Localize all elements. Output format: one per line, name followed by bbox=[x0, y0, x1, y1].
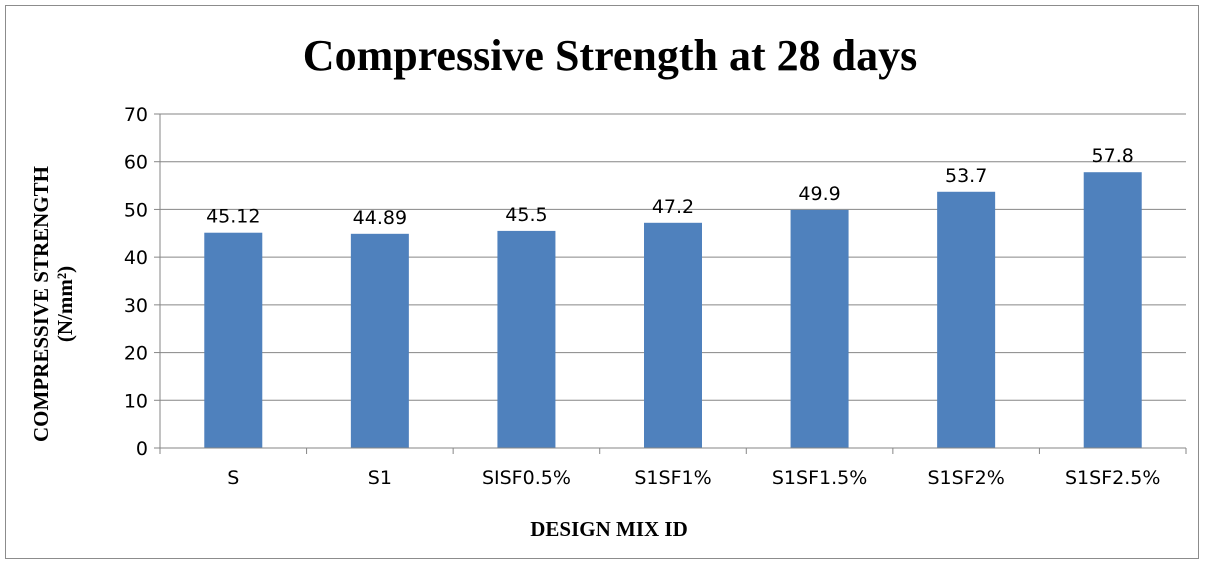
data-label: 44.89 bbox=[353, 207, 407, 229]
x-tick-label: S1SF2% bbox=[928, 467, 1005, 489]
y-tick-label: 20 bbox=[124, 343, 148, 365]
bar bbox=[790, 209, 849, 448]
x-tick-label: S1 bbox=[368, 467, 392, 489]
data-label: 45.12 bbox=[206, 206, 260, 228]
y-tick-label: 0 bbox=[136, 438, 148, 460]
x-tick-label: S bbox=[227, 467, 239, 489]
label-layer: 0 10 20 30 40 50 60 70 45.12 S 44.89 S1 45.5 SISF0.5%… bbox=[124, 104, 1161, 489]
chart-title: Compressive Strength at 28 days bbox=[303, 31, 917, 80]
grid-layer bbox=[160, 113, 1186, 401]
data-label: 49.9 bbox=[798, 183, 840, 205]
data-label: 47.2 bbox=[652, 196, 694, 218]
x-tick-label: S1SF1.5% bbox=[772, 467, 867, 489]
y-tick-label: 10 bbox=[124, 390, 148, 412]
y-axis-unit: (N/mm²) bbox=[53, 266, 77, 342]
bar bbox=[350, 233, 409, 448]
bar bbox=[644, 222, 702, 448]
y-axis-title: COMPRESSIVE STRENGTH bbox=[29, 166, 53, 442]
data-label: 45.5 bbox=[505, 204, 547, 226]
y-tick-label: 50 bbox=[124, 199, 148, 221]
y-tick-label: 60 bbox=[124, 152, 148, 174]
x-tick-label: S1SF2.5% bbox=[1065, 467, 1160, 489]
x-axis-title: DESIGN MIX ID bbox=[530, 517, 688, 541]
bar bbox=[1083, 172, 1142, 448]
x-tick-label: S1SF1% bbox=[634, 467, 711, 489]
data-label: 57.8 bbox=[1092, 145, 1134, 167]
bar bbox=[204, 232, 263, 448]
bar-layer bbox=[204, 172, 1142, 448]
bar bbox=[937, 191, 996, 448]
y-tick-label: 70 bbox=[124, 104, 148, 126]
y-tick-label: 40 bbox=[124, 247, 148, 269]
data-label: 53.7 bbox=[945, 165, 987, 187]
axis-layer bbox=[154, 113, 1187, 454]
y-tick-label: 30 bbox=[124, 295, 148, 317]
bar bbox=[497, 230, 556, 448]
chart-frame bbox=[5, 5, 1199, 559]
x-tick-label: SISF0.5% bbox=[482, 467, 571, 489]
